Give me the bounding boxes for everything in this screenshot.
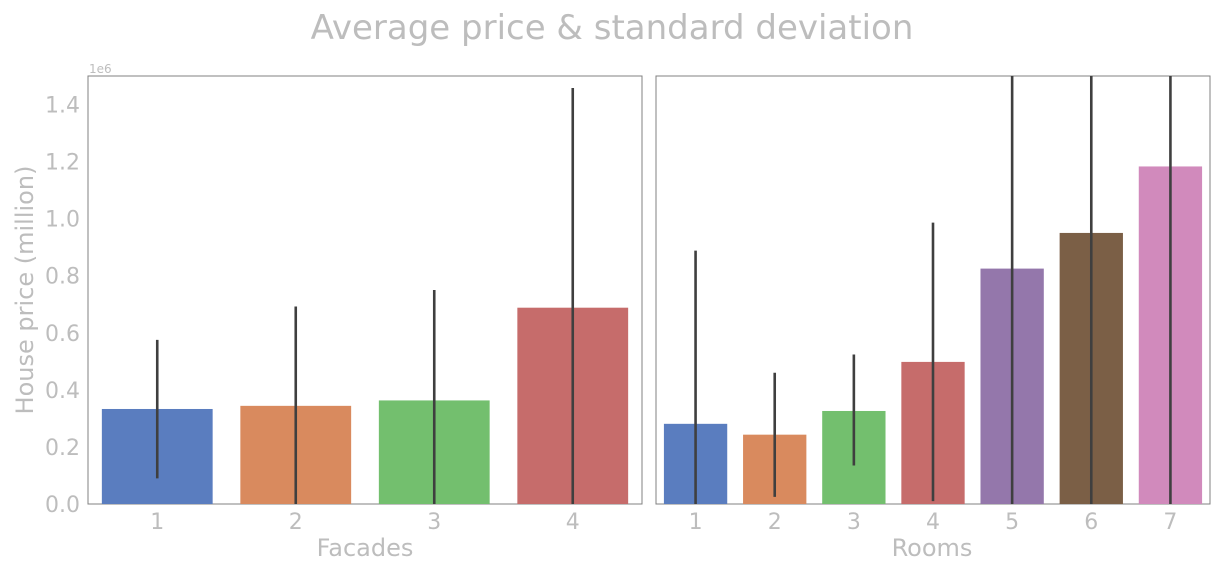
y-tick-label: 1.0	[45, 208, 80, 233]
y-axis-label: House price (million)	[11, 166, 39, 415]
x-tick-label: 5	[1005, 510, 1019, 535]
x-tick-label: 3	[847, 510, 861, 535]
chart-title: Average price & standard deviation	[311, 8, 914, 48]
x-tick-label: 2	[289, 510, 303, 535]
y-tick-label: 0.2	[45, 436, 80, 461]
y-tick-label: 0.0	[45, 493, 80, 518]
plot-frame	[87, 75, 643, 505]
y-tick-label: 0.4	[45, 379, 80, 404]
y-tick-label: 0.6	[45, 322, 80, 347]
y-tick-label: 0.8	[45, 265, 80, 290]
rooms-panel: Rooms 1 2 3 4 5 6 7	[655, 75, 1211, 562]
y-offset-label: 1e6	[89, 62, 112, 76]
x-tick-label: 3	[427, 510, 441, 535]
y-tick-label: 1.4	[45, 94, 80, 119]
x-tick-label: 1	[150, 510, 164, 535]
x-tick-label: 4	[566, 510, 580, 535]
x-tick-label: 6	[1084, 510, 1098, 535]
x-tick-label: 4	[926, 510, 940, 535]
x-tick-label: 2	[768, 510, 782, 535]
y-tick-label: 1.2	[45, 151, 80, 176]
x-tick-label: 1	[689, 510, 703, 535]
facades-panel: 1e6 House price (million) Facades 0.0 0.2…	[11, 62, 643, 562]
x-axis-label-facades: Facades	[317, 534, 414, 562]
x-tick-label: 7	[1163, 510, 1177, 535]
x-axis-label-rooms: Rooms	[892, 534, 973, 562]
